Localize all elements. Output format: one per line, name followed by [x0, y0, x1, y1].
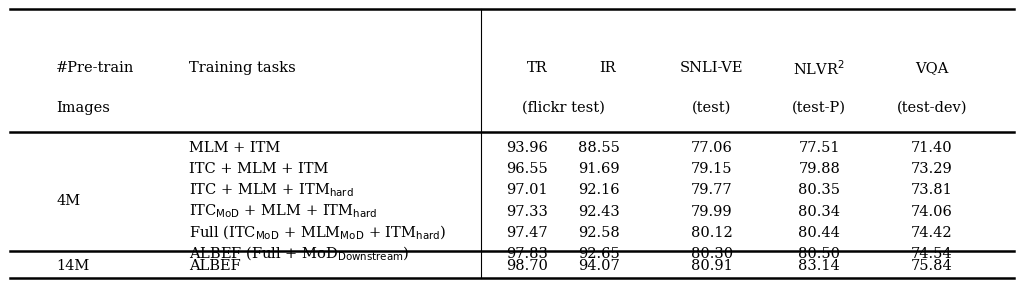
- Text: MLM + ITM: MLM + ITM: [189, 141, 281, 155]
- Text: (test-P): (test-P): [793, 101, 846, 115]
- Text: Full (ITC$_\mathrm{MoD}$ + MLM$_\mathrm{MoD}$ + ITM$_\mathrm{hard}$): Full (ITC$_\mathrm{MoD}$ + MLM$_\mathrm{…: [189, 224, 446, 242]
- Text: 92.16: 92.16: [579, 183, 620, 197]
- Text: 80.34: 80.34: [798, 204, 841, 219]
- Text: #Pre-train: #Pre-train: [56, 61, 135, 75]
- Text: VQA: VQA: [915, 61, 948, 75]
- Text: 74.06: 74.06: [911, 204, 952, 219]
- Text: 79.77: 79.77: [691, 183, 732, 197]
- Text: ITC + MLM + ITM$_\mathrm{hard}$: ITC + MLM + ITM$_\mathrm{hard}$: [189, 181, 354, 199]
- Text: 97.83: 97.83: [507, 247, 548, 261]
- Text: 96.55: 96.55: [507, 162, 548, 176]
- Text: 74.42: 74.42: [911, 226, 952, 240]
- Text: ALBEF (Full + MoD$_\mathrm{Downstream}$): ALBEF (Full + MoD$_\mathrm{Downstream}$): [189, 245, 410, 263]
- Text: 74.54: 74.54: [911, 247, 952, 261]
- Text: 83.14: 83.14: [799, 258, 840, 273]
- Text: 94.07: 94.07: [579, 258, 620, 273]
- Text: 92.65: 92.65: [579, 247, 620, 261]
- Text: 97.33: 97.33: [507, 204, 548, 219]
- Text: (test-dev): (test-dev): [897, 101, 967, 115]
- Text: 80.91: 80.91: [691, 258, 732, 273]
- Text: 79.88: 79.88: [799, 162, 840, 176]
- Text: ITC$_\mathrm{MoD}$ + MLM + ITM$_\mathrm{hard}$: ITC$_\mathrm{MoD}$ + MLM + ITM$_\mathrm{…: [189, 203, 378, 220]
- Text: 93.96: 93.96: [507, 141, 548, 155]
- Text: ALBEF: ALBEF: [189, 258, 242, 273]
- Text: SNLI-VE: SNLI-VE: [680, 61, 743, 75]
- Text: 77.06: 77.06: [691, 141, 732, 155]
- Text: 97.01: 97.01: [507, 183, 548, 197]
- Text: NLVR$^2$: NLVR$^2$: [794, 59, 845, 78]
- Text: 73.29: 73.29: [911, 162, 952, 176]
- Text: 91.69: 91.69: [579, 162, 620, 176]
- Text: 75.84: 75.84: [911, 258, 952, 273]
- Text: Images: Images: [56, 101, 111, 115]
- Text: IR: IR: [599, 61, 615, 75]
- Text: 92.43: 92.43: [579, 204, 620, 219]
- Text: (flickr test): (flickr test): [522, 101, 604, 115]
- Text: (test): (test): [692, 101, 731, 115]
- Text: 79.99: 79.99: [691, 204, 732, 219]
- Text: 80.30: 80.30: [690, 247, 733, 261]
- Text: 80.50: 80.50: [798, 247, 841, 261]
- Text: TR: TR: [527, 61, 548, 75]
- Text: 14M: 14M: [56, 258, 89, 273]
- Text: 97.47: 97.47: [507, 226, 548, 240]
- Text: 92.58: 92.58: [579, 226, 620, 240]
- Text: 80.35: 80.35: [798, 183, 841, 197]
- Text: 79.15: 79.15: [691, 162, 732, 176]
- Text: Training tasks: Training tasks: [189, 61, 296, 75]
- Text: 71.40: 71.40: [911, 141, 952, 155]
- Text: 80.12: 80.12: [691, 226, 732, 240]
- Text: 80.44: 80.44: [799, 226, 840, 240]
- Text: 4M: 4M: [56, 194, 81, 208]
- Text: 88.55: 88.55: [579, 141, 620, 155]
- Text: ITC + MLM + ITM: ITC + MLM + ITM: [189, 162, 329, 176]
- Text: 77.51: 77.51: [799, 141, 840, 155]
- Text: 73.81: 73.81: [911, 183, 952, 197]
- Text: 98.70: 98.70: [507, 258, 548, 273]
